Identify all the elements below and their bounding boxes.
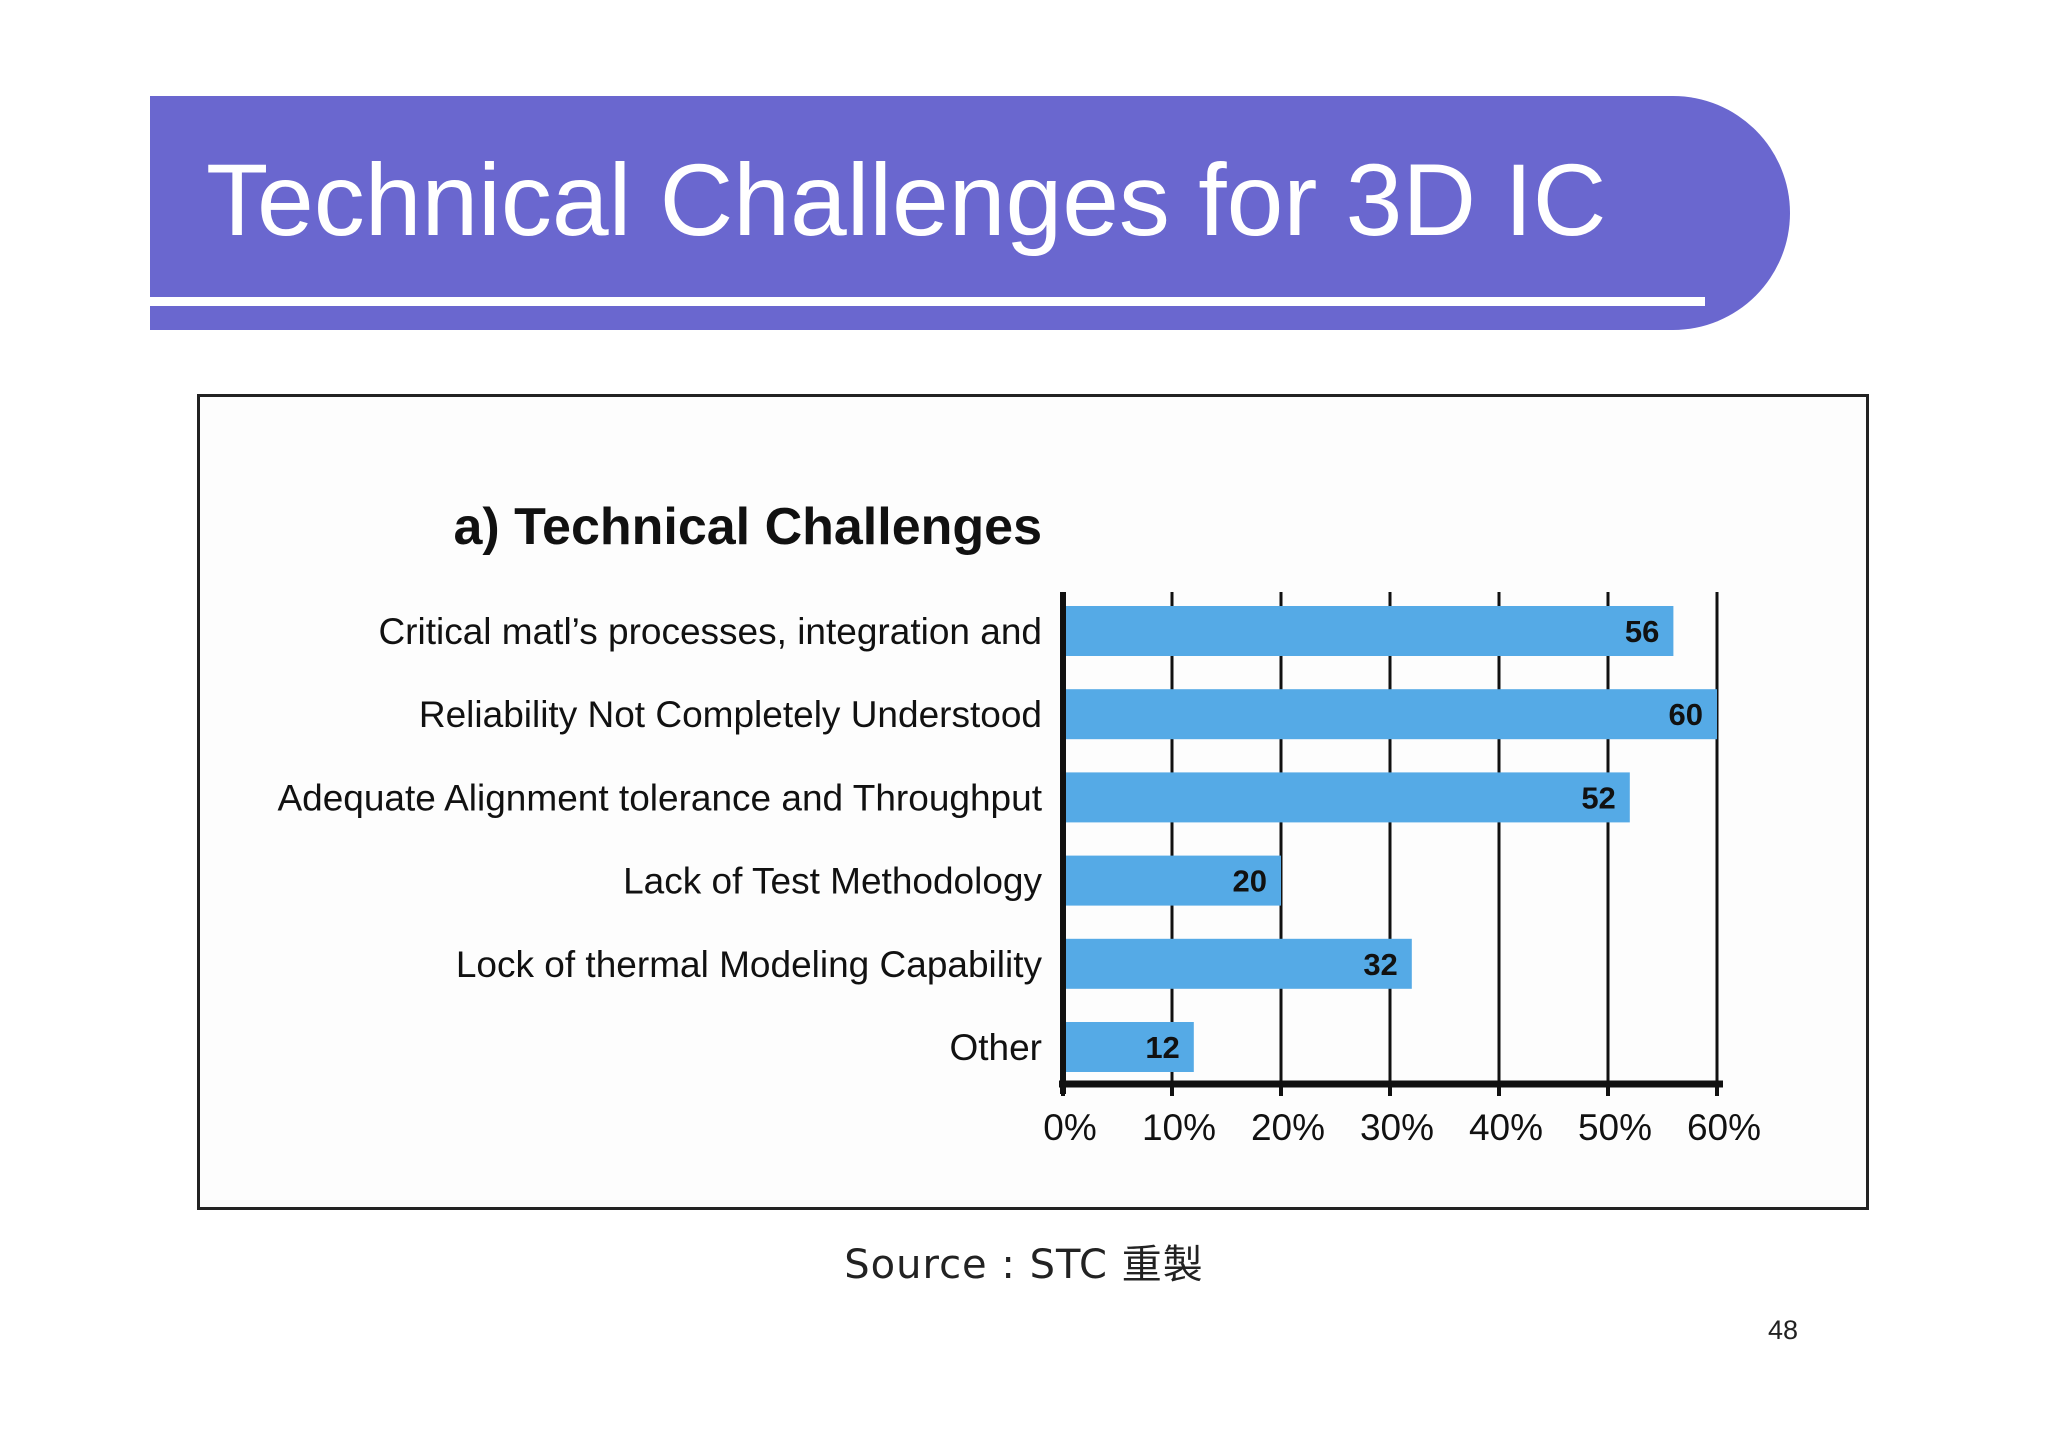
bar xyxy=(1063,606,1674,656)
chart-title: a) Technical Challenges xyxy=(453,498,1042,556)
x-tick-label: 10% xyxy=(1142,1107,1216,1148)
title-underline xyxy=(150,297,1705,306)
slide-title: Technical Challenges for 3D IC xyxy=(206,143,1607,257)
bar xyxy=(1063,938,1412,989)
x-tick-label: 30% xyxy=(1360,1107,1434,1148)
bar xyxy=(1063,855,1281,906)
title-banner xyxy=(150,96,1790,330)
data-label: 52 xyxy=(1581,780,1615,815)
page-number: 48 xyxy=(1768,1315,1799,1345)
x-tick-label: 40% xyxy=(1469,1107,1543,1148)
category-label: Lack of Test Methodology xyxy=(623,861,1042,902)
data-label: 12 xyxy=(1145,1030,1179,1065)
data-label: 56 xyxy=(1625,614,1659,649)
x-tick-label: 60% xyxy=(1687,1107,1761,1148)
bar xyxy=(1063,689,1717,740)
category-label: Critical matl’s processes, integration a… xyxy=(378,611,1042,652)
source-note: Source : STC 重製 xyxy=(844,1242,1204,1288)
x-tick-label: 20% xyxy=(1251,1107,1325,1148)
bar xyxy=(1063,1022,1194,1072)
data-label: 20 xyxy=(1233,864,1267,899)
x-tick-label: 50% xyxy=(1578,1107,1652,1148)
category-label: Lock of thermal Modeling Capability xyxy=(456,944,1043,985)
bar xyxy=(1063,772,1630,823)
data-label: 60 xyxy=(1669,697,1703,732)
category-label: Adequate Alignment tolerance and Through… xyxy=(277,777,1042,818)
category-label: Other xyxy=(949,1027,1042,1068)
category-label: Reliability Not Completely Understood xyxy=(419,694,1042,735)
data-label: 32 xyxy=(1363,947,1397,982)
x-tick-label: 0% xyxy=(1043,1107,1096,1148)
